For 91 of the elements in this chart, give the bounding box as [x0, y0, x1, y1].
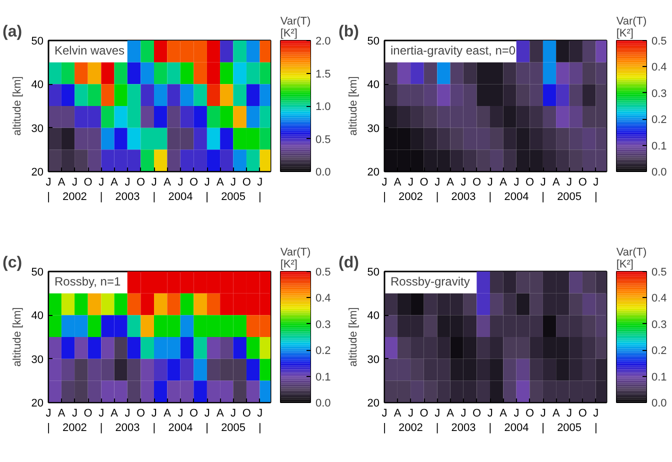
color-bar-title: Var(T) [K²] [280, 16, 311, 40]
y-tick-label: 20 [31, 398, 44, 410]
color-bar-label: 0.3 [652, 318, 667, 331]
color-bar-label: 0.2 [316, 345, 331, 358]
x-tick-label: J | [257, 408, 263, 434]
x-tick-label: J | [151, 408, 157, 434]
x-tick-label: J | [98, 176, 104, 203]
color-bar-label: 1.0 [316, 101, 331, 113]
x-tick-label: J | [487, 408, 493, 434]
x-tick-label: J | [382, 176, 388, 203]
color-bar-label: 0.5 [316, 266, 331, 278]
x-tick-label: O [190, 176, 199, 188]
x-tick-label: J | [382, 408, 388, 434]
color-bar-label: 0.2 [652, 345, 667, 358]
color-bar-label: 0.2 [652, 114, 667, 126]
y-tick-label: 50 [367, 266, 380, 278]
x-tick-label: O [526, 408, 535, 420]
y-tick-label: 40 [367, 310, 380, 322]
x-tick-label: J | [204, 408, 210, 434]
x-tick-label: O [526, 176, 535, 188]
x-tick-label: J | [46, 176, 52, 203]
x-tick-label: J | [540, 176, 546, 203]
chart-title: Rossby-gravity [390, 274, 470, 288]
x-tick-label: O [578, 176, 588, 188]
x-tick-label: J | [46, 408, 52, 434]
x-tick-label: O [190, 408, 199, 420]
color-bar-label: 0.1 [652, 140, 667, 152]
y-tick-label: 30 [367, 122, 380, 135]
color-bar-label: 0.0 [652, 398, 667, 410]
x-tick-label: J | [434, 408, 440, 434]
y-tick-label: 30 [31, 354, 44, 366]
y-axis-title: altitude [km] [11, 76, 24, 136]
x-tick-label: O [84, 176, 93, 188]
color-bar-label: 0.5 [316, 134, 331, 146]
y-tick-label: 50 [367, 36, 380, 48]
x-tick-label: O [578, 408, 588, 420]
x-tick-label: J | [593, 176, 599, 203]
text: (b) [338, 24, 359, 40]
chart-title: inertia-gravity east, n=0 [390, 44, 516, 58]
x-tick-label: O [242, 176, 252, 188]
y-tick-label: 50 [31, 36, 44, 48]
x-tick-label: O [420, 408, 429, 420]
color-bar-label: 2.0 [316, 36, 331, 48]
color-bar-title: Var(T) [K²] [280, 246, 311, 270]
y-tick-label: 20 [367, 398, 380, 410]
color-bar-label: 0.0 [316, 398, 331, 410]
y-axis-title: altitude [km] [347, 76, 360, 136]
color-bar-label: 0.1 [316, 371, 331, 384]
color-bar-label: 0.5 [652, 36, 667, 48]
color-bar-label: 0.3 [316, 318, 331, 331]
color-bar-label: 0.4 [652, 292, 667, 305]
chart-title: Rossby, n=1 [54, 274, 121, 288]
chart-title: Kelvin waves [54, 44, 125, 58]
color-bar-label: 0.0 [316, 166, 331, 178]
x-tick-label: O [420, 176, 429, 188]
color-bar-title: Var(T) [K²] [616, 16, 647, 40]
x-tick-label: J | [593, 408, 599, 434]
color-bar-label: 0.4 [652, 62, 667, 74]
y-tick-label: 20 [367, 166, 380, 178]
text: (d) [338, 254, 359, 272]
x-tick-label: O [472, 408, 482, 420]
color-bar-label: 1.5 [316, 68, 331, 80]
color-bar-label: 0.0 [652, 166, 667, 178]
color-bar-title: Var(T) [K²] [616, 246, 647, 270]
y-tick-label: 20 [31, 166, 44, 178]
x-tick-label: J | [151, 176, 157, 203]
x-tick-label: J | [257, 176, 263, 203]
text: (a) [2, 24, 22, 40]
y-axis-title: altitude [km] [347, 307, 360, 367]
y-tick-label: 40 [367, 79, 380, 92]
text: (c) [2, 254, 22, 272]
x-tick-label: O [136, 408, 146, 420]
x-tick-label: J | [540, 408, 546, 434]
y-axis-title: altitude [km] [11, 307, 24, 367]
x-tick-label: J | [204, 176, 210, 203]
y-tick-label: 50 [31, 266, 44, 278]
x-tick-label: J | [98, 408, 104, 434]
x-tick-label: O [242, 408, 252, 420]
x-tick-label: J | [434, 176, 440, 203]
color-bar-label: 0.5 [652, 266, 667, 278]
color-bar-label: 0.3 [652, 88, 667, 100]
y-tick-label: 30 [31, 122, 44, 135]
y-tick-label: 40 [31, 79, 44, 92]
y-tick-label: 40 [31, 310, 44, 322]
y-tick-label: 30 [367, 354, 380, 366]
color-bar-label: 0.4 [316, 292, 331, 305]
x-tick-label: J | [487, 176, 493, 203]
color-bar-label: 0.1 [652, 371, 667, 384]
x-tick-label: O [472, 176, 482, 188]
x-tick-label: O [136, 176, 146, 188]
x-tick-label: O [84, 408, 93, 420]
